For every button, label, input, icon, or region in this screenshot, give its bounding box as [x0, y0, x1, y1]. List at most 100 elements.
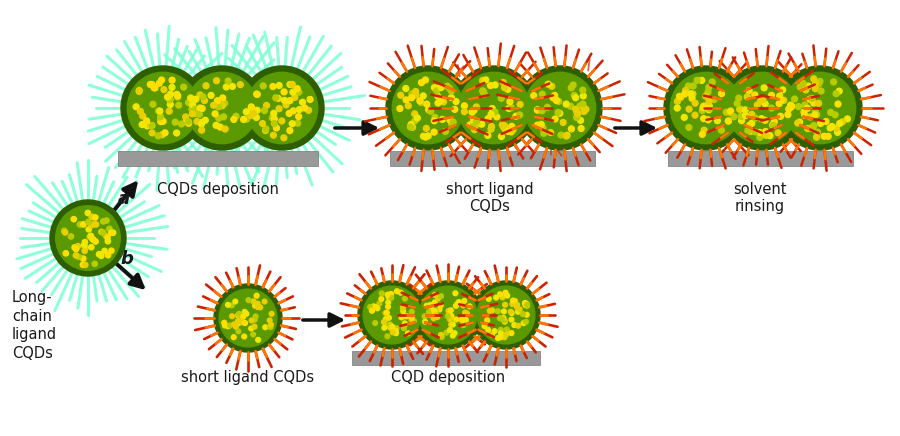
Circle shape: [757, 134, 762, 140]
Circle shape: [813, 109, 818, 115]
Circle shape: [792, 96, 797, 102]
Circle shape: [89, 245, 94, 250]
Circle shape: [809, 125, 814, 131]
Circle shape: [786, 106, 792, 112]
Circle shape: [438, 303, 443, 308]
Circle shape: [515, 305, 519, 310]
Circle shape: [548, 129, 554, 136]
Circle shape: [300, 99, 305, 105]
Circle shape: [817, 78, 823, 84]
Circle shape: [199, 127, 204, 133]
Circle shape: [373, 320, 378, 325]
Circle shape: [414, 115, 420, 121]
Circle shape: [197, 92, 203, 98]
Circle shape: [467, 122, 473, 128]
Circle shape: [151, 85, 157, 91]
Circle shape: [574, 109, 580, 116]
Circle shape: [556, 99, 562, 104]
Circle shape: [580, 101, 586, 107]
Circle shape: [545, 81, 551, 87]
Circle shape: [223, 84, 230, 90]
Circle shape: [467, 304, 472, 309]
Circle shape: [692, 112, 698, 118]
Circle shape: [184, 118, 190, 124]
Circle shape: [87, 235, 93, 240]
Circle shape: [263, 126, 269, 132]
Circle shape: [427, 310, 431, 314]
Circle shape: [176, 102, 182, 108]
Circle shape: [198, 119, 204, 126]
Circle shape: [552, 92, 558, 99]
Circle shape: [385, 334, 390, 339]
Circle shape: [220, 114, 227, 120]
Circle shape: [167, 91, 174, 97]
Circle shape: [422, 77, 428, 83]
Circle shape: [401, 326, 406, 330]
Circle shape: [725, 118, 732, 124]
Circle shape: [720, 66, 804, 150]
Circle shape: [194, 119, 200, 124]
Circle shape: [500, 295, 505, 300]
Circle shape: [452, 66, 536, 150]
Circle shape: [490, 332, 494, 337]
Circle shape: [737, 106, 742, 112]
Text: short ligand
CQDs: short ligand CQDs: [446, 182, 534, 215]
Circle shape: [199, 121, 204, 127]
Circle shape: [287, 98, 292, 104]
Circle shape: [554, 98, 560, 103]
Circle shape: [268, 325, 273, 330]
Circle shape: [391, 330, 395, 335]
Circle shape: [770, 122, 776, 128]
Circle shape: [439, 116, 446, 123]
Circle shape: [833, 125, 839, 131]
Circle shape: [752, 115, 759, 121]
Circle shape: [97, 252, 103, 257]
Circle shape: [516, 310, 520, 314]
Circle shape: [580, 103, 586, 109]
Circle shape: [228, 323, 232, 328]
Circle shape: [441, 99, 446, 105]
Circle shape: [573, 115, 580, 120]
Circle shape: [254, 293, 259, 298]
Circle shape: [802, 112, 807, 118]
Circle shape: [403, 97, 409, 103]
Circle shape: [683, 88, 688, 93]
Circle shape: [405, 103, 411, 109]
Circle shape: [251, 332, 256, 337]
Circle shape: [479, 121, 485, 127]
Circle shape: [166, 97, 173, 103]
Circle shape: [678, 94, 684, 100]
Text: CQD deposition: CQD deposition: [391, 370, 505, 385]
Circle shape: [419, 286, 477, 344]
Circle shape: [480, 78, 485, 83]
Circle shape: [727, 109, 733, 115]
Circle shape: [486, 327, 491, 332]
Circle shape: [706, 99, 712, 105]
Circle shape: [806, 83, 811, 89]
Circle shape: [413, 89, 418, 95]
Circle shape: [211, 102, 217, 108]
Circle shape: [180, 66, 264, 150]
Circle shape: [446, 85, 453, 92]
Circle shape: [189, 106, 194, 112]
Circle shape: [384, 324, 390, 328]
Circle shape: [93, 215, 98, 220]
Circle shape: [539, 108, 544, 114]
Circle shape: [715, 118, 720, 124]
Circle shape: [814, 134, 819, 140]
Circle shape: [397, 106, 403, 112]
Circle shape: [771, 119, 778, 125]
Circle shape: [410, 315, 414, 320]
Circle shape: [377, 301, 382, 306]
Circle shape: [374, 305, 378, 310]
Circle shape: [523, 303, 527, 307]
Circle shape: [502, 126, 508, 132]
Circle shape: [760, 99, 766, 105]
Circle shape: [232, 322, 237, 327]
Circle shape: [264, 102, 269, 109]
Circle shape: [214, 98, 220, 104]
Circle shape: [438, 294, 444, 299]
Circle shape: [456, 300, 461, 304]
Circle shape: [220, 95, 226, 101]
Circle shape: [569, 126, 574, 132]
